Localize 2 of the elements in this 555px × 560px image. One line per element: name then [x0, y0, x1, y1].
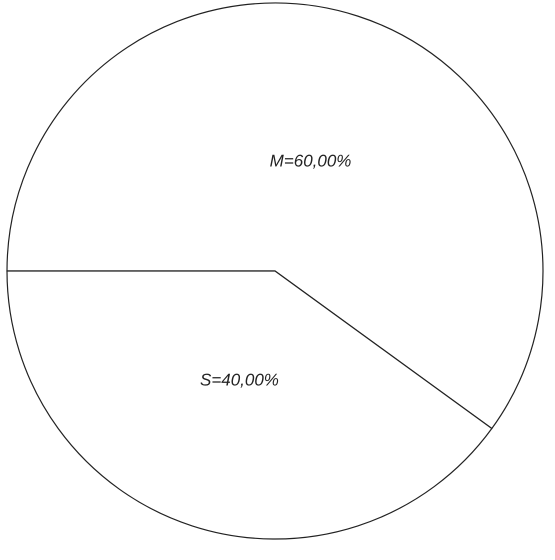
slice-label: M=60,00%	[270, 152, 352, 171]
slice-label: S=40,00%	[200, 370, 279, 390]
